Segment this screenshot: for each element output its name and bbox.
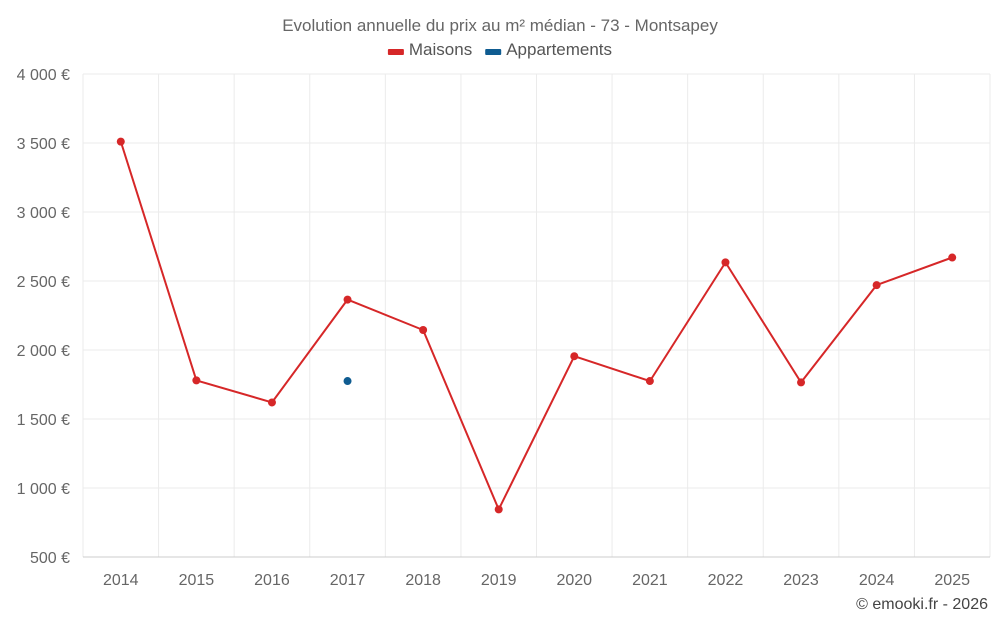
- y-tick-label: 4 000 €: [17, 67, 70, 84]
- data-point[interactable]: [872, 281, 881, 290]
- x-tick-label: 2025: [934, 572, 970, 589]
- data-point[interactable]: [343, 377, 352, 386]
- chart-legend: Maisons Appartements: [387, 40, 612, 59]
- chart-axes: 500 € 1 000 € 1 500 € 2 000 € 2 500 € 3 000 €…: [17, 67, 990, 589]
- x-tick-label: 2021: [632, 572, 668, 589]
- chart-series: [116, 137, 957, 514]
- y-tick-label: 2 000 €: [17, 343, 70, 360]
- data-point[interactable]: [267, 398, 276, 407]
- series-appartements: [343, 377, 352, 386]
- legend-swatch: [387, 49, 404, 55]
- legend-label: Maisons: [409, 40, 472, 59]
- x-tick-label: 2015: [179, 572, 215, 589]
- x-tick-label: 2020: [556, 572, 592, 589]
- data-point[interactable]: [494, 505, 503, 514]
- x-tick-label: 2014: [103, 572, 139, 589]
- x-tick-label: 2016: [254, 572, 290, 589]
- y-tick-label: 1 000 €: [17, 481, 70, 498]
- x-tick-label: 2023: [783, 572, 819, 589]
- y-tick-label: 1 500 €: [17, 412, 70, 429]
- legend-swatch: [485, 49, 502, 55]
- chart-title: Evolution annuelle du prix au m² médian …: [282, 16, 718, 35]
- y-tick-label: 3 500 €: [17, 136, 70, 153]
- x-tick-label: 2024: [859, 572, 895, 589]
- series-line: [119, 141, 953, 511]
- data-point[interactable]: [645, 377, 654, 386]
- x-tick-label: 2017: [330, 572, 366, 589]
- data-point[interactable]: [419, 325, 428, 334]
- credits-text[interactable]: © emooki.fr - 2026: [856, 596, 988, 613]
- series-maisons: [116, 137, 957, 514]
- data-point[interactable]: [948, 253, 957, 262]
- data-point[interactable]: [116, 137, 125, 146]
- data-point[interactable]: [797, 378, 806, 387]
- chart-grid: [82, 73, 991, 557]
- x-tick-label: 2018: [405, 572, 441, 589]
- data-point[interactable]: [721, 258, 730, 267]
- data-point[interactable]: [192, 376, 201, 385]
- y-tick-label: 2 500 €: [17, 274, 70, 291]
- legend-item-appartements[interactable]: Appartements: [485, 40, 612, 59]
- data-point[interactable]: [570, 352, 579, 361]
- legend-item-maisons[interactable]: Maisons: [387, 40, 472, 59]
- legend-label: Appartements: [506, 40, 612, 59]
- x-tick-label: 2019: [481, 572, 517, 589]
- x-tick-label: 2022: [708, 572, 744, 589]
- y-tick-label: 3 000 €: [17, 205, 70, 222]
- y-tick-label: 500 €: [30, 550, 70, 567]
- data-point[interactable]: [343, 295, 352, 304]
